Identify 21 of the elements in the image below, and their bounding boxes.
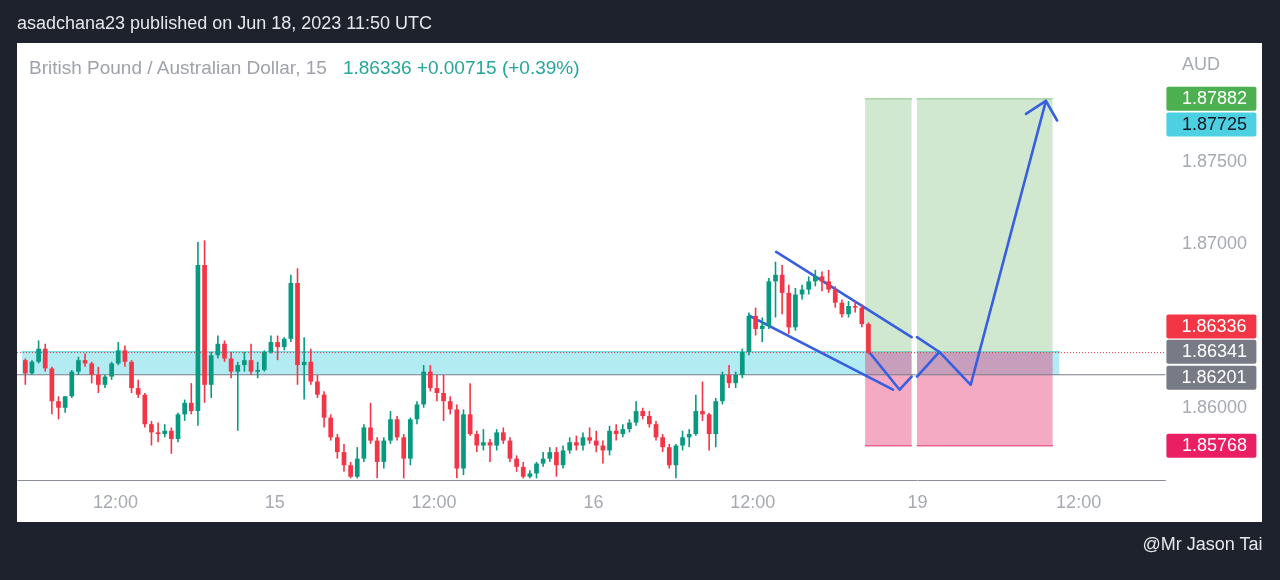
y-tick-label: 1.87882	[1181, 88, 1247, 109]
y-axis-title: AUD	[1181, 53, 1220, 74]
x-tick-label: 19	[907, 491, 928, 512]
x-tick-label: 12:00	[411, 491, 457, 512]
ref-line-label: 1.86336	[1181, 315, 1247, 336]
ref-line-label: 1.86201	[1181, 366, 1247, 387]
x-tick-label: 15	[264, 491, 285, 512]
y-tick-label: 1.86341	[1181, 341, 1247, 362]
text: 1.86336 +0.00715 (+0.39%)	[342, 57, 580, 78]
x-tick-label: 12:00	[730, 491, 776, 512]
x-tick-label: 12:00	[92, 491, 138, 512]
text: British Pound / Australian Dollar, 15	[29, 57, 327, 78]
text: asadchana23 published on Jun 18, 2023 11:50 UTC	[17, 13, 432, 33]
text: @Mr Jason Tai	[1142, 534, 1263, 554]
y-tick-label: 1.87000	[1181, 233, 1247, 254]
y-tick-label: 1.86000	[1181, 397, 1247, 418]
y-tick-label: 1.87500	[1181, 151, 1247, 172]
x-tick-label: 16	[583, 491, 604, 512]
x-tick-label: 12:00	[1056, 491, 1102, 512]
y-tick-label: 1.87725	[1181, 114, 1247, 135]
y-tick-label: 1.85768	[1181, 435, 1247, 456]
